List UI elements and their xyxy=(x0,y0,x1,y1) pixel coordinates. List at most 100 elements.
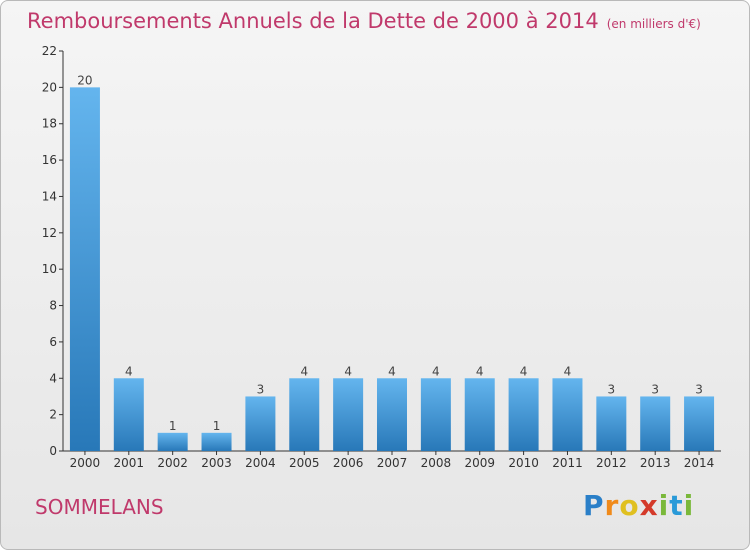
chart-title: Remboursements Annuels de la Dette de 20… xyxy=(27,9,701,33)
bar-2013 xyxy=(640,396,671,451)
data-label: 4 xyxy=(388,364,396,378)
x-tick-label: 2009 xyxy=(464,456,495,470)
x-tick-label: 2007 xyxy=(377,456,408,470)
x-tick-label: 2005 xyxy=(289,456,320,470)
bar-2010 xyxy=(508,378,539,451)
y-tick: 6 xyxy=(49,335,63,349)
data-labels: 20 4 1 1 3 4 4 4 4 4 4 4 3 3 3 xyxy=(77,73,703,432)
bar-2009 xyxy=(464,378,495,451)
data-label: 1 xyxy=(169,419,177,433)
x-tick: 2012 xyxy=(596,451,627,470)
data-label: 4 xyxy=(520,364,528,378)
y-tick-label: 6 xyxy=(49,335,57,349)
x-tick-label: 2012 xyxy=(596,456,627,470)
x-tick: 2002 xyxy=(157,451,188,470)
bar-2003 xyxy=(201,432,232,451)
x-tick: 2013 xyxy=(640,451,671,470)
x-tick: 2009 xyxy=(464,451,495,470)
bars xyxy=(69,87,715,451)
y-tick-label: 20 xyxy=(42,80,57,94)
data-label: 3 xyxy=(651,382,659,396)
y-tick-label: 16 xyxy=(42,153,57,167)
y-tick-label: 0 xyxy=(49,444,57,458)
data-label: 20 xyxy=(77,73,92,87)
logo-letter: o xyxy=(619,489,640,522)
y-tick-label: 18 xyxy=(42,117,57,131)
x-tick-label: 2002 xyxy=(157,456,188,470)
bar-2006 xyxy=(333,378,364,451)
y-tick-label: 4 xyxy=(49,371,57,385)
x-tick-label: 2003 xyxy=(201,456,232,470)
x-tick: 2000 xyxy=(70,451,101,470)
commune-name: SOMMELANS xyxy=(35,495,164,519)
bar-2008 xyxy=(420,378,451,451)
x-tick-label: 2014 xyxy=(684,456,715,470)
data-label: 1 xyxy=(213,419,221,433)
data-label: 4 xyxy=(432,364,440,378)
y-tick: 18 xyxy=(42,117,63,131)
y-tick-label: 2 xyxy=(49,408,57,422)
y-tick-label: 10 xyxy=(42,262,57,276)
y-tick: 12 xyxy=(42,226,63,240)
x-tick: 2005 xyxy=(289,451,320,470)
x-tick-label: 2000 xyxy=(70,456,101,470)
y-tick-label: 22 xyxy=(42,44,57,58)
y-tick-label: 8 xyxy=(49,299,57,313)
chart-title-text: Remboursements Annuels de la Dette de 20… xyxy=(27,9,599,33)
x-tick: 2008 xyxy=(421,451,452,470)
y-tick: 22 xyxy=(42,44,63,58)
x-tick-label: 2013 xyxy=(640,456,671,470)
x-tick: 2011 xyxy=(552,451,583,470)
x-tick: 2007 xyxy=(377,451,408,470)
bar-2001 xyxy=(113,378,144,451)
x-tick-label: 2004 xyxy=(245,456,276,470)
logo-letter: r xyxy=(604,489,620,522)
x-tick-label: 2006 xyxy=(333,456,364,470)
x-tick: 2006 xyxy=(333,451,364,470)
x-tick-label: 2001 xyxy=(114,456,145,470)
x-tick: 2001 xyxy=(114,451,145,470)
logo-letter: i xyxy=(658,489,670,522)
bar-2000 xyxy=(69,87,100,451)
y-tick: 8 xyxy=(49,299,63,313)
data-label: 4 xyxy=(564,364,572,378)
data-label: 4 xyxy=(300,364,308,378)
x-tick-label: 2008 xyxy=(421,456,452,470)
y-tick: 14 xyxy=(42,189,63,203)
data-label: 3 xyxy=(608,382,616,396)
bar-2011 xyxy=(552,378,583,451)
x-tick-label: 2010 xyxy=(508,456,539,470)
data-label: 4 xyxy=(476,364,484,378)
bar-2002 xyxy=(157,432,188,451)
y-tick: 16 xyxy=(42,153,63,167)
y-tick-label: 12 xyxy=(42,226,57,240)
data-label: 4 xyxy=(344,364,352,378)
y-tick-label: 14 xyxy=(42,189,57,203)
y-tick: 20 xyxy=(42,80,63,94)
x-tick-label: 2011 xyxy=(552,456,583,470)
logo-letter: P xyxy=(583,489,605,522)
logo-letter: x xyxy=(639,489,659,522)
x-tick: 2014 xyxy=(684,451,715,470)
bar-2004 xyxy=(245,396,276,451)
chart-unit: (en milliers d'€) xyxy=(606,17,701,31)
bar-2014 xyxy=(684,396,715,451)
y-tick: 10 xyxy=(42,262,63,276)
x-tick: 2010 xyxy=(508,451,539,470)
y-tick: 2 xyxy=(49,408,63,422)
proxiti-logo[interactable]: Proxiti xyxy=(583,489,694,522)
bar-2012 xyxy=(596,396,627,451)
x-tick: 2003 xyxy=(201,451,232,470)
data-label: 4 xyxy=(125,364,133,378)
y-tick: 0 xyxy=(49,444,63,458)
logo-letter: t xyxy=(669,489,684,522)
bar-2005 xyxy=(289,378,320,451)
data-label: 3 xyxy=(257,382,265,396)
x-tick: 2004 xyxy=(245,451,276,470)
bar-2007 xyxy=(377,378,407,451)
y-tick: 4 xyxy=(49,371,63,385)
logo-letter: i xyxy=(683,489,695,522)
